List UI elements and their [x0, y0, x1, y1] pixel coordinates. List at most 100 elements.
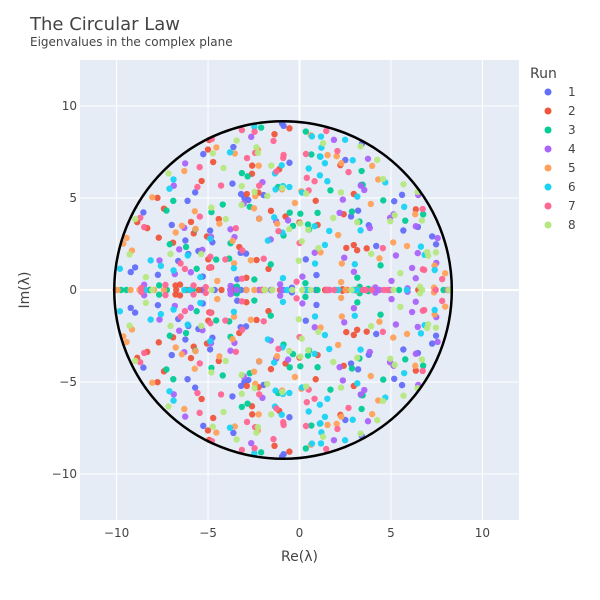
eigenvalue-point	[264, 237, 272, 244]
eigenvalue-point	[303, 174, 311, 182]
eigenvalue-point	[230, 429, 237, 437]
eigenvalue-point	[417, 330, 425, 337]
eigenvalue-point	[253, 316, 260, 324]
eigenvalue-point	[279, 388, 286, 396]
x-tick-label: −10	[104, 526, 129, 540]
eigenvalue-point	[267, 261, 274, 268]
eigenvalue-point	[255, 411, 262, 418]
eigenvalue-point	[357, 346, 364, 353]
eigenvalue-point	[319, 433, 327, 440]
y-axis-ticks: −10 −5 0 5 10	[52, 99, 77, 481]
eigenvalue-point	[326, 345, 333, 353]
eigenvalue-point	[297, 363, 304, 370]
eigenvalue-point	[353, 247, 361, 254]
legend-label-run-8: 8	[568, 218, 576, 232]
eigenvalue-point	[184, 375, 191, 383]
eigenvalue-point	[354, 354, 361, 361]
eigenvalue-point	[298, 238, 305, 245]
eigenvalue-point	[317, 133, 325, 140]
eigenvalue-point	[362, 286, 369, 294]
eigenvalue-point	[441, 270, 449, 277]
eigenvalue-point	[337, 294, 345, 302]
eigenvalue-point	[337, 278, 345, 286]
eigenvalue-point	[270, 435, 277, 443]
eigenvalue-point	[126, 322, 133, 329]
eigenvalue-point	[238, 298, 246, 305]
eigenvalue-point	[213, 317, 220, 324]
eigenvalue-point	[204, 427, 212, 434]
eigenvalue-point	[338, 160, 345, 167]
eigenvalue-point	[379, 244, 387, 252]
eigenvalue-point	[354, 380, 361, 387]
eigenvalue-point	[330, 136, 338, 144]
legend-label-run-4: 4	[568, 142, 576, 156]
x-tick-label: 5	[387, 526, 395, 540]
eigenvalue-point	[305, 408, 312, 415]
eigenvalue-point	[293, 278, 300, 285]
legend-label-run-1: 1	[568, 85, 576, 99]
eigenvalue-point	[269, 286, 276, 294]
eigenvalue-point	[181, 265, 189, 273]
eigenvalue-point	[354, 274, 361, 281]
eigenvalue-point	[220, 164, 227, 172]
eigenvalue-point	[416, 283, 424, 290]
eigenvalue-point	[172, 291, 179, 298]
eigenvalue-point	[302, 256, 309, 263]
eigenvalue-point	[412, 362, 419, 369]
eigenvalue-point	[218, 286, 225, 294]
eigenvalue-point	[132, 215, 139, 223]
legend: Run 1 2 3 4 5 6 7 8	[530, 66, 576, 232]
eigenvalue-point	[418, 356, 426, 363]
eigenvalue-point	[163, 207, 170, 214]
eigenvalue-point	[357, 430, 364, 437]
eigenvalue-point	[166, 388, 173, 395]
eigenvalue-point	[207, 320, 214, 327]
eigenvalue-point	[208, 364, 215, 372]
eigenvalue-point	[227, 290, 234, 298]
eigenvalue-point	[284, 217, 292, 224]
eigenvalue-point	[261, 286, 269, 294]
eigenvalue-point	[170, 306, 177, 313]
eigenvalue-point	[419, 205, 426, 213]
eigenvalue-point	[254, 423, 262, 431]
eigenvalue-point	[388, 295, 395, 303]
eigenvalue-point	[321, 241, 329, 249]
eigenvalue-point	[187, 354, 195, 362]
eigenvalue-point	[238, 126, 246, 134]
eigenvalue-point	[222, 357, 229, 365]
eigenvalue-point	[403, 242, 411, 250]
eigenvalue-point	[272, 186, 279, 193]
eigenvalue-point	[230, 260, 238, 267]
eigenvalue-point	[156, 257, 163, 264]
eigenvalue-point	[311, 350, 318, 358]
eigenvalue-point	[147, 316, 154, 323]
eigenvalue-point	[334, 231, 342, 239]
eigenvalue-point	[308, 440, 316, 447]
eigenvalue-point	[330, 436, 338, 444]
eigenvalue-point	[208, 369, 215, 376]
eigenvalue-point	[324, 395, 331, 402]
eigenvalue-point	[368, 410, 376, 418]
eigenvalue-point	[431, 306, 438, 314]
eigenvalue-point	[323, 286, 330, 294]
eigenvalue-point	[377, 311, 384, 318]
eigenvalue-point	[166, 332, 173, 339]
eigenvalue-point	[334, 425, 341, 433]
eigenvalue-point	[336, 209, 343, 217]
eigenvalue-point	[238, 182, 246, 190]
eigenvalue-point	[395, 286, 403, 294]
eigenvalue-point	[190, 291, 197, 298]
eigenvalue-point	[432, 241, 440, 248]
eigenvalue-point	[331, 286, 338, 294]
eigenvalue-point	[181, 405, 188, 413]
eigenvalue-point	[184, 197, 191, 205]
eigenvalue-point	[354, 299, 361, 306]
eigenvalue-point	[330, 214, 337, 222]
eigenvalue-point	[377, 262, 384, 269]
legend-label-run-3: 3	[568, 123, 576, 137]
eigenvalue-point	[239, 326, 246, 333]
eigenvalue-point	[276, 281, 284, 288]
eigenvalue-point	[428, 340, 436, 347]
eigenvalue-point	[302, 190, 310, 197]
eigenvalue-point	[391, 375, 398, 383]
